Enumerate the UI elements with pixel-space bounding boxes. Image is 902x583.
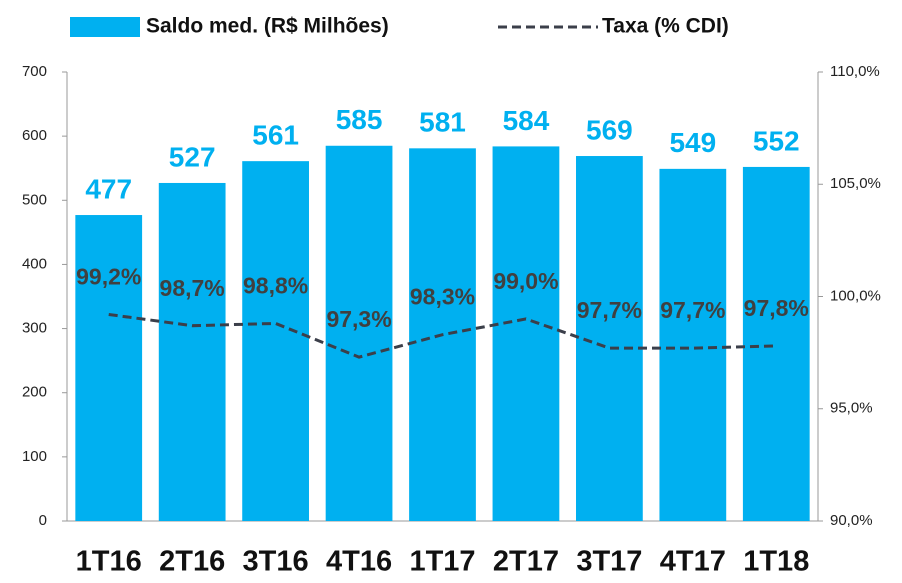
bar [576, 156, 643, 521]
y2-tick-label: 95,0% [830, 400, 873, 417]
legend-label: Saldo med. (R$ Milhões) [146, 15, 389, 38]
bar [659, 168, 727, 521]
y-tick-label: 100 [22, 448, 47, 465]
line-value-label: 98,8% [243, 273, 308, 299]
line [108, 312, 777, 359]
legend-swatch [70, 17, 140, 37]
line-value-label: 97,8% [744, 295, 809, 321]
bar-value-label: 549 [669, 127, 716, 158]
bar [492, 146, 560, 522]
line-value-label: 98,7% [160, 275, 225, 301]
x-tick-label: 2T16 [159, 546, 225, 578]
bar-value-label: 581 [419, 107, 466, 138]
y-tick-label: 400 [22, 255, 47, 272]
y2-tick-label: 110,0% [830, 63, 880, 80]
line-value-label: 97,7% [660, 297, 725, 323]
x-tick-label: 2T17 [493, 546, 559, 578]
y2-tick-label: 105,0% [830, 175, 881, 192]
line-value-label: 98,3% [410, 284, 475, 310]
bar [242, 161, 309, 521]
y-tick-label: 0 [39, 512, 47, 529]
y2-tick-label: 100,0% [830, 287, 881, 304]
line-value-label: 97,3% [326, 306, 391, 332]
bar-value-label: 569 [586, 114, 633, 145]
bar-value-label: 561 [252, 120, 299, 151]
legend-label: Taxa (% CDI) [602, 15, 729, 38]
bar-value-label: 527 [169, 141, 216, 172]
bar-value-label: 552 [753, 125, 800, 156]
x-tick-label: 3T16 [243, 546, 309, 578]
bar [325, 145, 393, 521]
line-value-label: 97,7% [577, 297, 642, 323]
bar-value-label: 477 [85, 173, 132, 204]
line-value-label: 99,2% [76, 264, 141, 290]
x-tick-label: 1T18 [743, 546, 809, 578]
y-tick-label: 700 [22, 63, 47, 80]
y2-tick-label: 90,0% [830, 512, 873, 529]
y-tick-label: 200 [22, 384, 47, 401]
bar-value-label: 585 [336, 104, 383, 135]
y-tick-label: 500 [22, 191, 47, 208]
x-tick-label: 4T16 [326, 546, 392, 578]
bar-value-label: 584 [503, 105, 550, 136]
x-tick-label: 3T17 [576, 546, 642, 578]
y-tick-label: 300 [22, 320, 47, 337]
bar [158, 182, 226, 521]
x-tick-label: 4T17 [660, 546, 726, 578]
y-tick-label: 600 [22, 127, 47, 144]
x-tick-label: 1T17 [409, 546, 475, 578]
bar [75, 215, 143, 521]
bar [742, 166, 810, 521]
line-value-label: 99,0% [493, 268, 558, 294]
x-tick-label: 1T16 [76, 546, 142, 578]
